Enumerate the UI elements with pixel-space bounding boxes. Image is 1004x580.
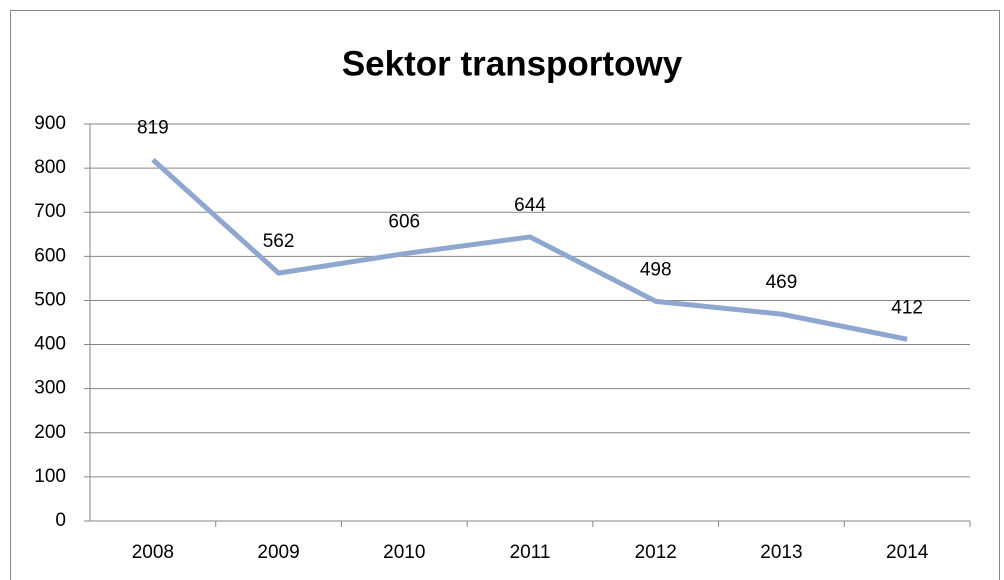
x-tick-label: 2014 [886, 542, 929, 563]
chart-title: Sektor transportowy [342, 44, 683, 83]
y-tick-label: 600 [34, 245, 66, 266]
x-tick-label: 2010 [383, 542, 425, 563]
x-tick-label: 2011 [510, 542, 551, 563]
data-line [151, 157, 908, 342]
data-label: 562 [263, 231, 295, 252]
y-tick-label: 200 [34, 422, 66, 443]
y-tick-label: 100 [34, 466, 66, 487]
data-label: 469 [766, 272, 798, 293]
x-tick-label: 2008 [132, 542, 174, 563]
y-tick-label: 300 [34, 378, 66, 399]
chart-frame [10, 10, 1000, 580]
y-tick-label: 0 [55, 510, 66, 531]
data-label: 498 [640, 259, 672, 280]
data-label: 819 [137, 118, 169, 139]
y-tick-label: 900 [34, 113, 66, 134]
data-label: 606 [388, 212, 420, 233]
x-tick-label: 2013 [760, 542, 802, 563]
y-tick-label: 500 [34, 289, 66, 310]
data-label: 644 [514, 195, 546, 216]
data-label: 412 [891, 297, 923, 318]
x-tick-label: 2012 [635, 542, 677, 563]
y-tick-label: 700 [34, 201, 66, 222]
x-tick-label: 2009 [257, 542, 299, 563]
y-tick-label: 400 [34, 334, 66, 355]
y-tick-label: 800 [34, 157, 66, 178]
